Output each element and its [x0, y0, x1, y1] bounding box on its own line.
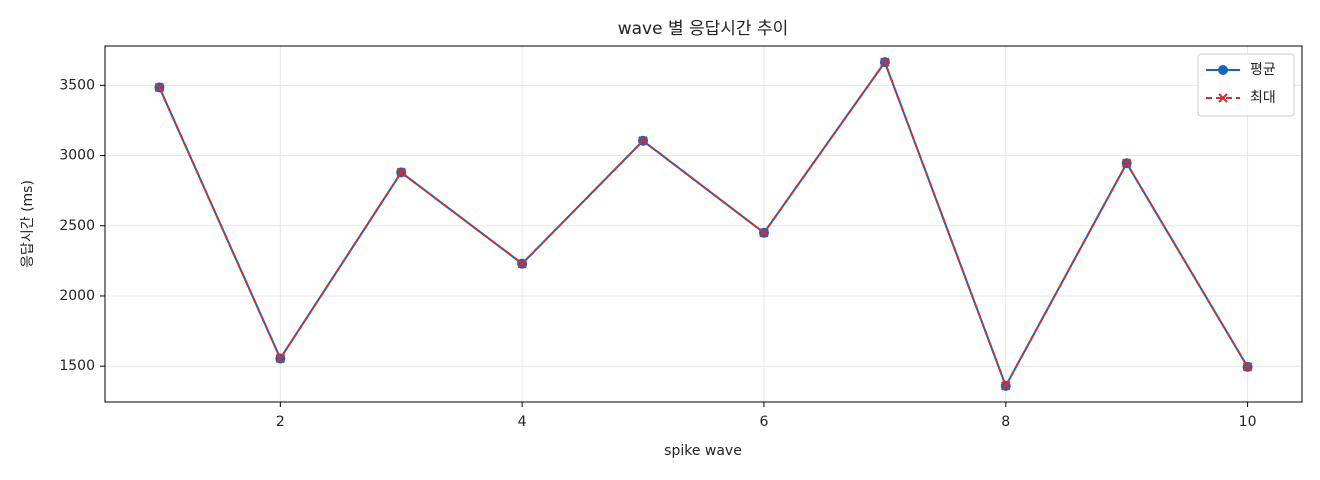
x-tick-label: 6: [759, 414, 768, 430]
y-axis-label: 응답시간 (ms): [20, 180, 36, 268]
x-tick-label: 2: [276, 414, 285, 430]
x-tick-label: 4: [518, 414, 527, 430]
legend-marker: [1218, 93, 1228, 103]
point: [275, 353, 286, 364]
point: [1001, 381, 1011, 391]
series-line: [158, 60, 1249, 389]
chart-title: wave 별 응답시간 추이: [618, 19, 789, 39]
point: [396, 167, 406, 178]
point: [1242, 362, 1253, 372]
legend-box: [1197, 53, 1295, 117]
point: [1121, 158, 1132, 168]
legend-label: 평균: [1250, 62, 1276, 78]
point: [880, 57, 890, 67]
plot-frame: [104, 45, 1303, 403]
point: [759, 228, 769, 238]
y-tick-label: 3000: [59, 148, 95, 164]
point: [154, 82, 165, 93]
y-tick-label: 2500: [59, 218, 95, 234]
x-axis-label: spike wave: [664, 443, 742, 459]
y-tick-label: 1500: [59, 358, 95, 374]
x-tick-label: 8: [1001, 414, 1010, 430]
y-tick-label: 3500: [59, 77, 95, 93]
legend-label: 최대: [1250, 90, 1276, 106]
legend-marker: [1218, 65, 1228, 75]
point: [638, 136, 648, 146]
series-line: [158, 60, 1249, 389]
x-tick-label: 10: [1239, 414, 1257, 430]
y-tick-label: 2000: [59, 288, 95, 304]
point: [517, 258, 527, 269]
